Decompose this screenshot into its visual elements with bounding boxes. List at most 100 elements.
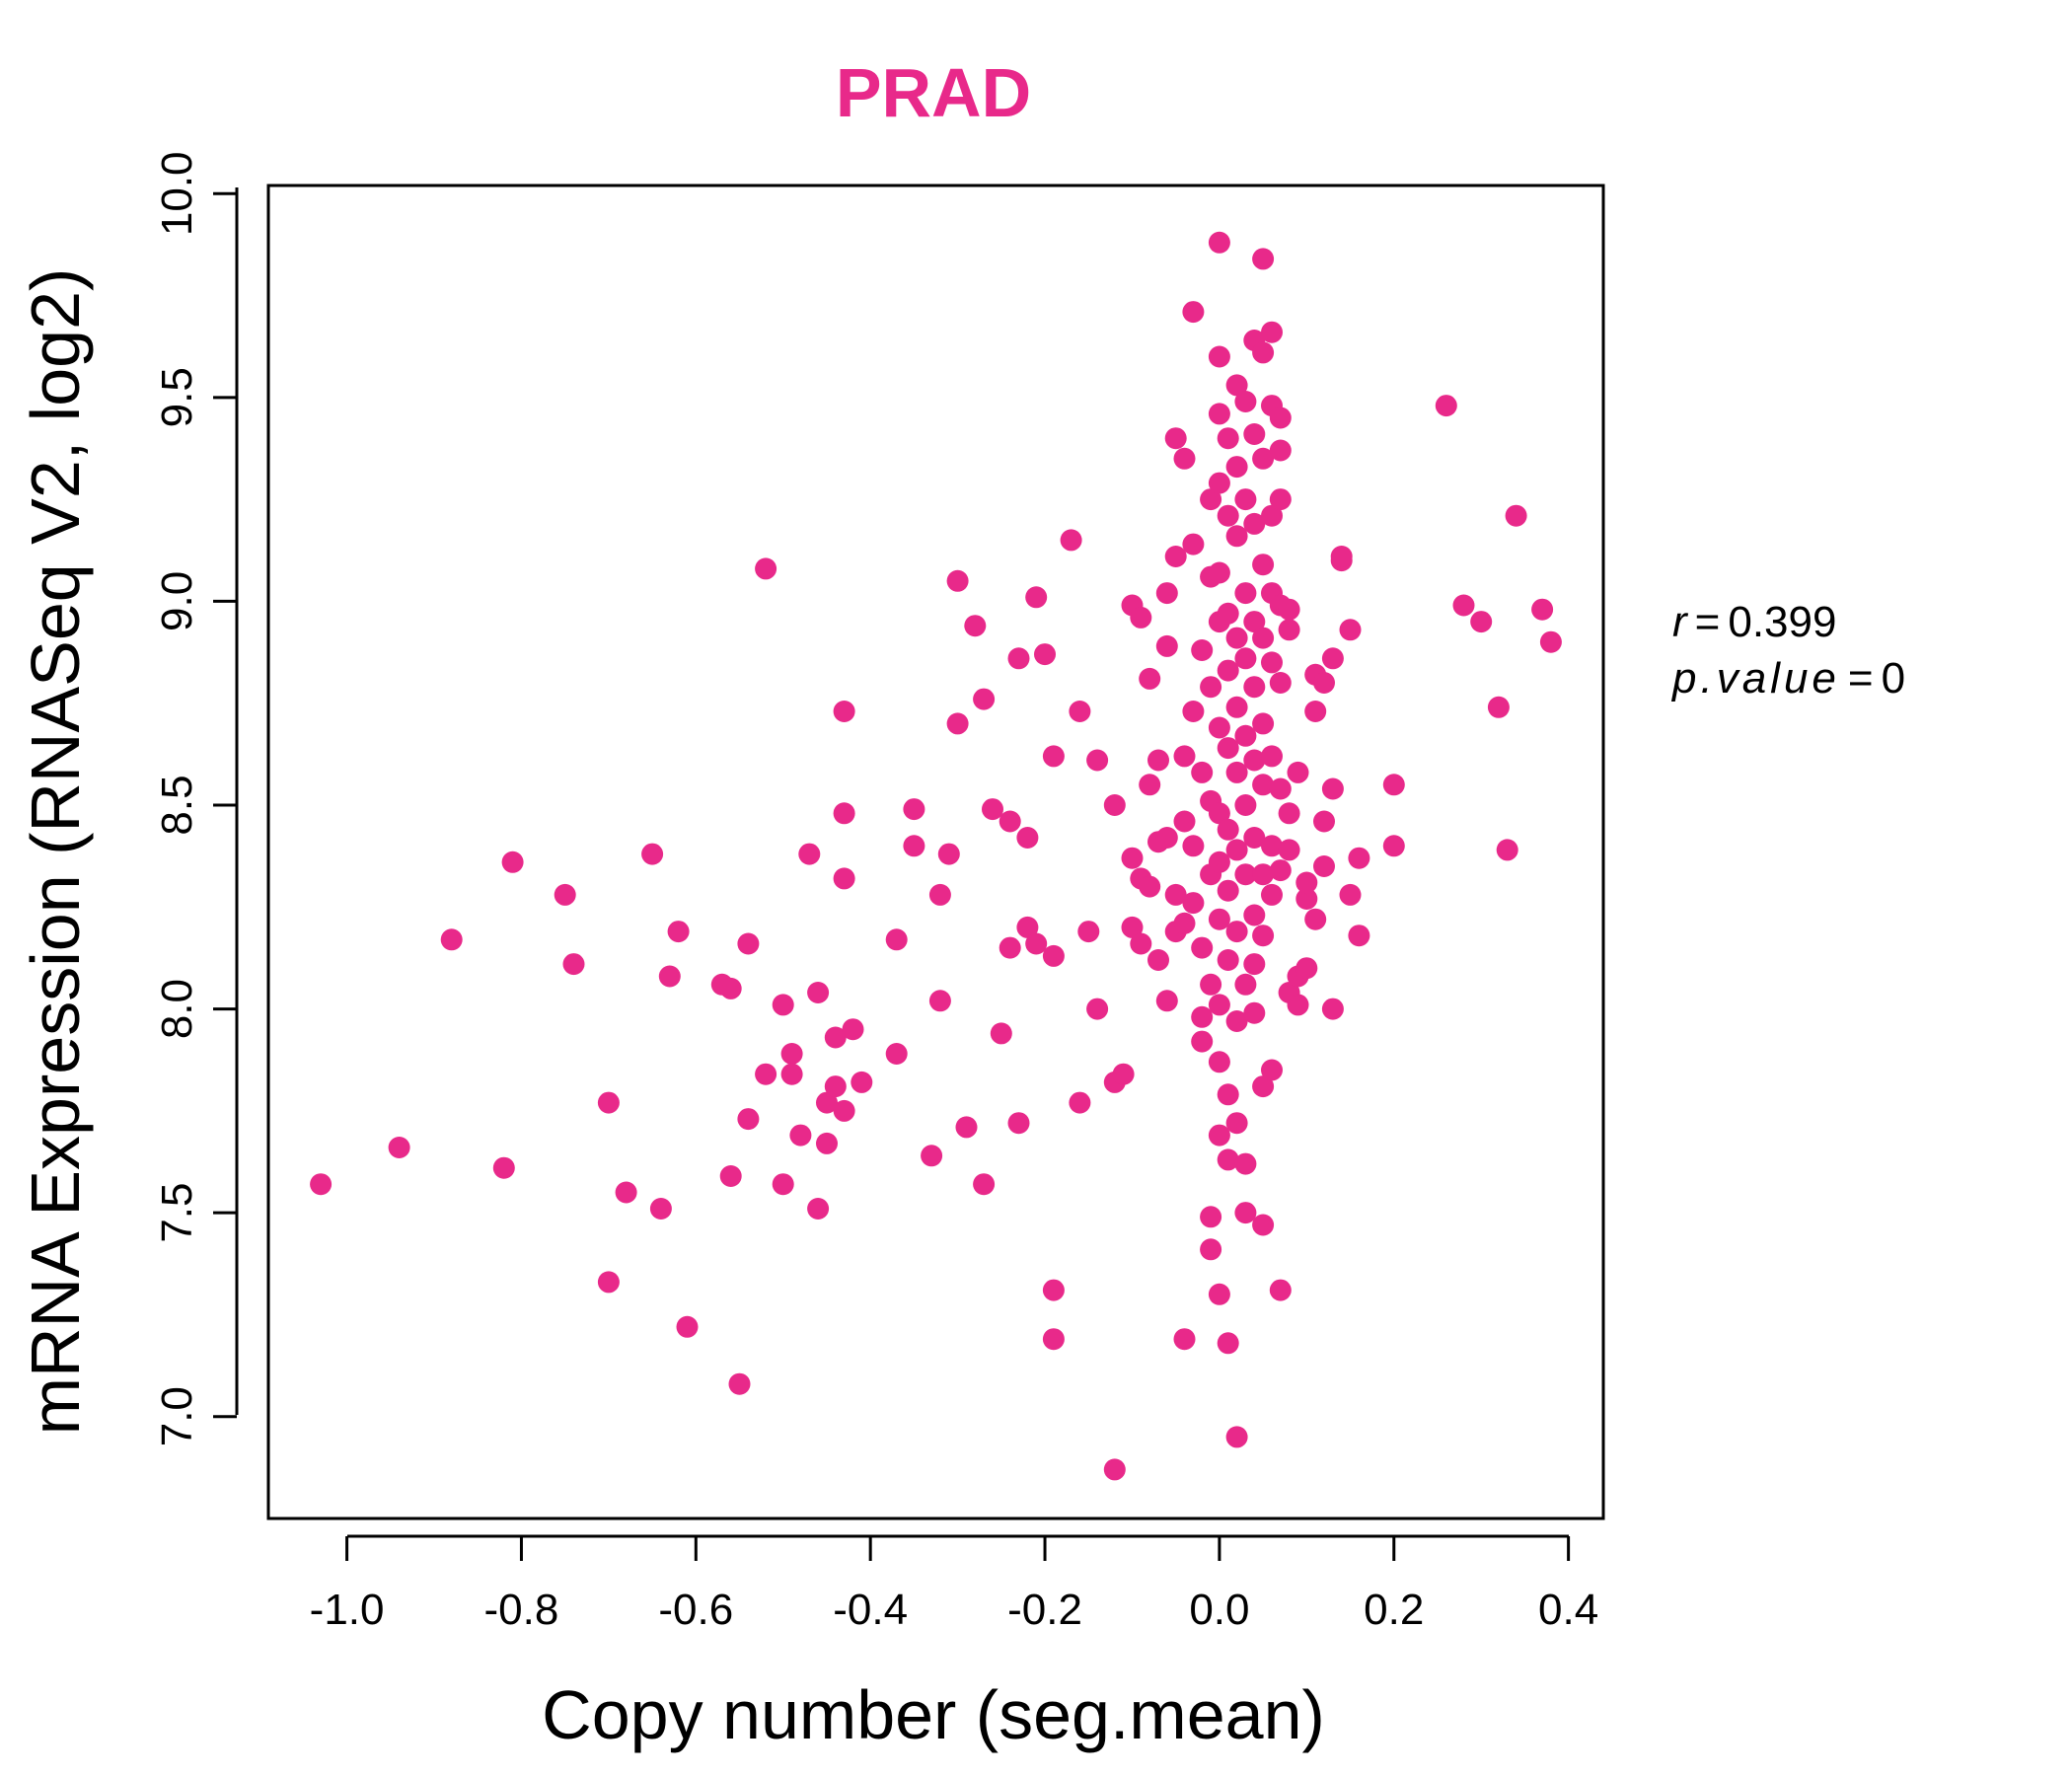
data-point bbox=[597, 1091, 620, 1114]
data-point bbox=[807, 1198, 830, 1220]
data-point bbox=[1252, 554, 1275, 576]
data-point bbox=[1252, 447, 1275, 470]
data-point bbox=[1139, 875, 1161, 898]
data-point bbox=[1042, 1328, 1065, 1351]
data-point bbox=[1269, 1279, 1292, 1301]
data-point bbox=[719, 1165, 742, 1187]
stats-annotation: r = 0.399 p.value = 0 bbox=[1670, 598, 1905, 703]
data-point bbox=[824, 1075, 847, 1098]
data-point bbox=[1139, 774, 1161, 796]
data-point bbox=[1200, 488, 1222, 511]
data-point bbox=[1313, 855, 1335, 877]
y-axis: 7.0 7.5 8.0 8.5 9.0 9.5 10.0 bbox=[153, 151, 239, 1446]
data-point bbox=[1208, 1283, 1230, 1305]
y-axis-label: mRNA Expression (RNASeq V2, log2) bbox=[17, 268, 94, 1436]
x-tick-label: 0.4 bbox=[1538, 1586, 1598, 1634]
data-point bbox=[658, 965, 681, 988]
data-point bbox=[1304, 908, 1327, 930]
data-point bbox=[1007, 647, 1030, 670]
data-point bbox=[1208, 231, 1230, 254]
data-point bbox=[1287, 994, 1309, 1016]
data-point bbox=[1217, 737, 1239, 760]
data-point bbox=[1243, 423, 1266, 445]
x-tick-label: 0.2 bbox=[1364, 1586, 1424, 1634]
data-point bbox=[1539, 630, 1562, 653]
data-point bbox=[1330, 546, 1353, 567]
points-layer bbox=[310, 231, 1562, 1481]
plot-frame bbox=[266, 184, 1605, 1520]
data-point bbox=[1261, 1059, 1283, 1081]
data-point bbox=[1269, 488, 1292, 511]
data-point bbox=[1252, 774, 1275, 796]
data-point bbox=[1234, 724, 1257, 747]
stat-p-label: p.value bbox=[1670, 654, 1840, 703]
data-point bbox=[928, 990, 951, 1012]
data-point bbox=[440, 928, 463, 951]
data-point bbox=[1191, 1030, 1214, 1053]
data-point bbox=[1086, 998, 1109, 1020]
data-point bbox=[1060, 529, 1082, 552]
data-point bbox=[973, 688, 996, 710]
data-point bbox=[1173, 810, 1196, 833]
data-point bbox=[1208, 1051, 1230, 1073]
data-point bbox=[1182, 301, 1205, 324]
data-point bbox=[1261, 504, 1283, 527]
data-point bbox=[1016, 827, 1039, 849]
data-point bbox=[1321, 998, 1344, 1020]
data-point bbox=[1382, 774, 1405, 796]
data-point bbox=[1217, 1083, 1239, 1106]
data-point bbox=[1269, 439, 1292, 462]
data-point bbox=[1252, 248, 1275, 270]
data-point bbox=[999, 936, 1021, 959]
data-point bbox=[1531, 598, 1554, 621]
data-point bbox=[1130, 606, 1152, 629]
data-point bbox=[1295, 888, 1318, 910]
data-point bbox=[1269, 407, 1292, 429]
data-point bbox=[772, 994, 794, 1016]
data-point bbox=[1208, 994, 1230, 1016]
data-point bbox=[737, 1108, 760, 1131]
x-axis: -1.0 -0.8 -0.6 -0.4 -0.2 0.0 0.2 0.4 bbox=[310, 1534, 1598, 1634]
data-point bbox=[833, 1099, 855, 1122]
data-point bbox=[1025, 586, 1048, 609]
data-point bbox=[937, 843, 960, 865]
data-point bbox=[1208, 472, 1230, 494]
data-point bbox=[1261, 835, 1283, 857]
x-axis-label: Copy number (seg.mean) bbox=[542, 1676, 1325, 1753]
data-point bbox=[1217, 659, 1239, 682]
data-point bbox=[1243, 611, 1266, 633]
data-point bbox=[501, 851, 524, 873]
data-point bbox=[1243, 1001, 1266, 1024]
data-point bbox=[1234, 794, 1257, 816]
y-tick-label: 10.0 bbox=[153, 151, 201, 236]
data-point bbox=[1295, 957, 1318, 980]
data-point bbox=[1225, 374, 1248, 397]
data-point bbox=[1452, 594, 1475, 617]
data-point bbox=[649, 1198, 672, 1220]
data-point bbox=[964, 615, 987, 637]
data-point bbox=[1234, 647, 1257, 670]
data-point bbox=[955, 1116, 978, 1139]
data-point bbox=[1208, 403, 1230, 425]
data-point bbox=[824, 1026, 847, 1049]
data-point bbox=[388, 1137, 410, 1158]
data-point bbox=[946, 569, 969, 592]
data-point bbox=[816, 1091, 838, 1114]
data-point bbox=[1200, 973, 1222, 996]
data-point bbox=[1069, 1091, 1091, 1114]
data-point bbox=[780, 1043, 803, 1065]
data-point bbox=[755, 557, 777, 580]
data-point bbox=[1217, 1332, 1239, 1355]
stat-p-value: 0 bbox=[1882, 654, 1905, 703]
data-point bbox=[719, 977, 742, 999]
y-tick-label: 9.5 bbox=[153, 367, 201, 427]
y-tick-label: 8.5 bbox=[153, 775, 201, 835]
data-point bbox=[1225, 1010, 1248, 1032]
data-point bbox=[1155, 582, 1178, 605]
data-point bbox=[1269, 859, 1292, 882]
data-point bbox=[1130, 932, 1152, 955]
data-point bbox=[1278, 839, 1300, 861]
data-point bbox=[1243, 827, 1266, 849]
data-point bbox=[1208, 1124, 1230, 1147]
data-point bbox=[885, 1043, 908, 1065]
